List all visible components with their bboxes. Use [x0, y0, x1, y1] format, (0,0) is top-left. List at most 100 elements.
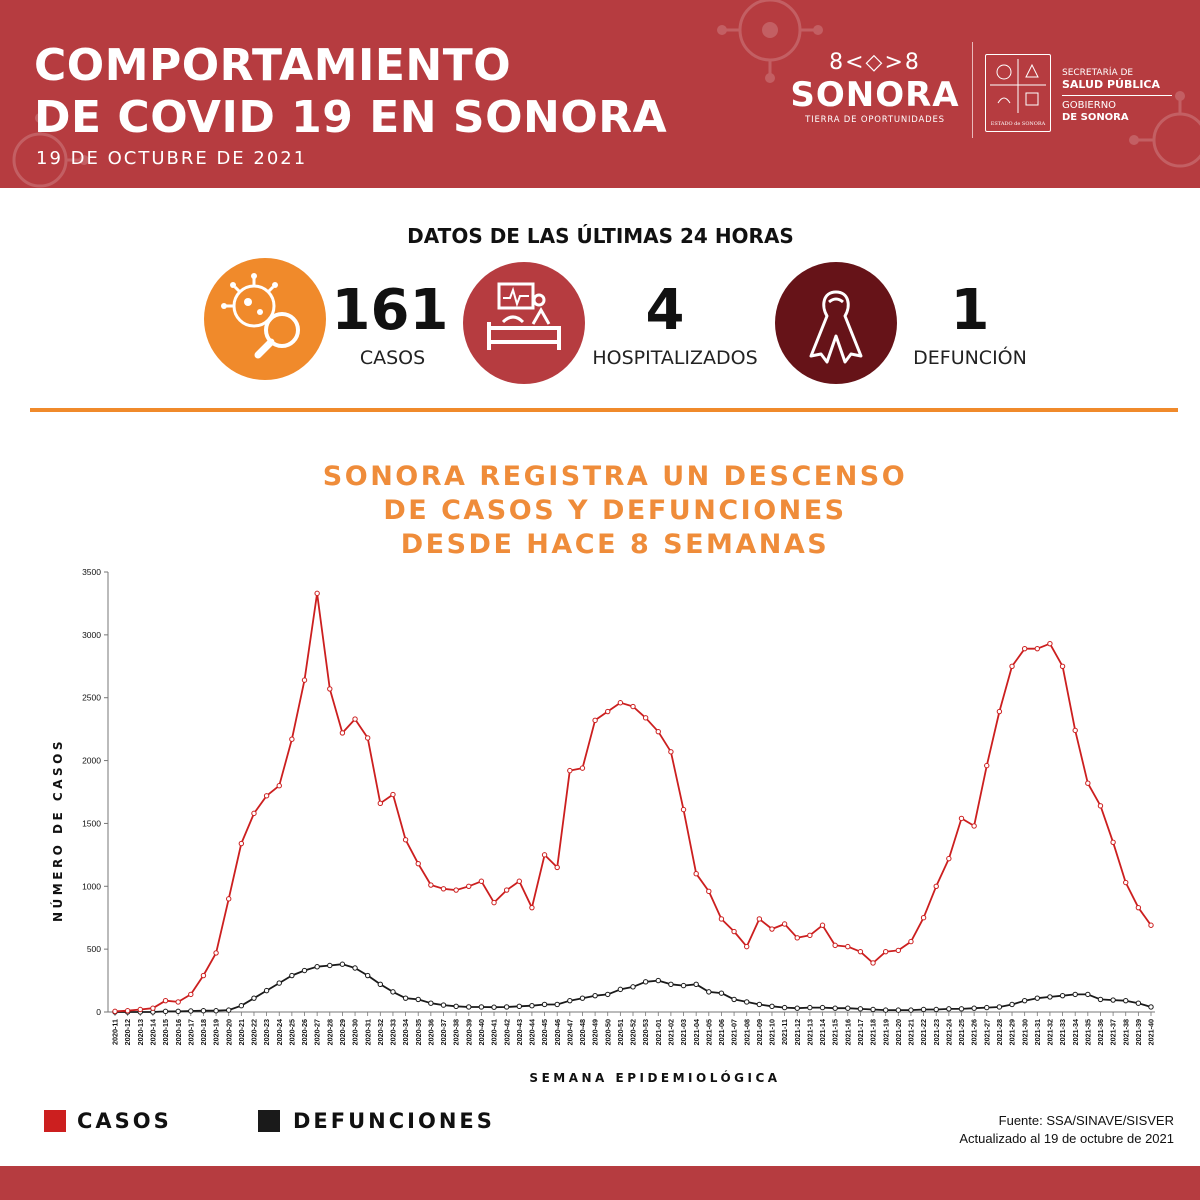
headline-line-3: DESDE HACE 8 SEMANAS: [400, 529, 830, 560]
data-point-defunciones: [466, 1004, 472, 1010]
data-point-casos: [579, 765, 586, 771]
deaths-label: DEFUNCIÓN: [913, 347, 1027, 369]
data-point-defunciones: [744, 999, 750, 1005]
data-point-defunciones: [731, 996, 737, 1003]
data-point-casos: [693, 871, 699, 877]
chart-headline: SONORA REGISTRA UN DESCENSO DE CASOS Y D…: [265, 460, 965, 562]
x-tick-label: 2020-44: [528, 1019, 537, 1045]
data-point-defunciones: [529, 1003, 535, 1009]
data-point-defunciones: [958, 1006, 965, 1012]
x-tick-label: 2021-19: [881, 1019, 890, 1045]
data-point-casos: [503, 887, 510, 893]
data-point-casos: [908, 938, 914, 945]
data-point-casos: [1009, 663, 1015, 669]
x-tick-label: 2021-35: [1083, 1019, 1092, 1045]
y-tick-label: 1000: [82, 881, 101, 891]
data-point-defunciones: [1110, 997, 1116, 1003]
data-point-defunciones: [845, 1005, 851, 1011]
y-tick-label: 2500: [82, 693, 101, 703]
x-tick-label: 2021-21: [907, 1019, 916, 1045]
state-shield-icon: [985, 54, 1051, 132]
data-point-defunciones: [642, 979, 649, 985]
data-point-casos: [137, 1006, 143, 1013]
x-tick-label: 2021-25: [957, 1019, 966, 1045]
data-point-defunciones: [706, 989, 712, 995]
cases-badge: [204, 258, 326, 380]
data-point-defunciones: [807, 1004, 813, 1011]
data-point-defunciones: [781, 1004, 788, 1011]
x-tick-label: 2021-01: [654, 1019, 663, 1045]
data-point-defunciones: [175, 1008, 181, 1015]
data-point-casos: [1110, 839, 1116, 845]
data-point-defunciones: [655, 977, 661, 984]
data-point-casos: [807, 932, 813, 939]
data-point-defunciones: [933, 1006, 939, 1013]
data-point-defunciones: [680, 982, 687, 989]
data-point-defunciones: [289, 972, 295, 979]
x-tick-label: 2020-35: [414, 1019, 423, 1045]
x-tick-label: 2020-20: [224, 1019, 233, 1045]
footer-bar: [0, 1166, 1200, 1200]
legend-label-cases: CASOS: [77, 1109, 172, 1133]
data-point-defunciones: [592, 992, 598, 999]
data-point-casos: [1135, 904, 1142, 911]
data-point-defunciones: [668, 981, 674, 988]
headline-line-2: DE CASOS Y DEFUNCIONES: [383, 495, 847, 526]
source-line-1: Fuente: SSA/SINAVE/SISVER: [998, 1113, 1174, 1128]
shield-caption: ESTADO de SONORA: [990, 121, 1046, 127]
data-point-defunciones: [1009, 1001, 1015, 1008]
x-tick-label: 2020-30: [351, 1019, 360, 1045]
data-point-defunciones: [579, 995, 586, 1001]
data-point-defunciones: [1021, 997, 1028, 1004]
data-point-defunciones: [276, 980, 282, 986]
header-banner: COMPORTAMIENTO DE COVID 19 EN SONORA 19 …: [0, 0, 1200, 188]
data-point-defunciones: [453, 1003, 459, 1010]
x-tick-label: 2021-18: [869, 1019, 878, 1045]
data-point-casos: [491, 899, 497, 906]
data-point-casos: [1047, 640, 1053, 647]
x-tick-label: 2021-13: [805, 1019, 814, 1045]
y-tick-label: 3000: [82, 630, 101, 640]
x-tick-label: 2021-32: [1046, 1019, 1055, 1045]
data-point-casos: [276, 783, 282, 789]
data-point-casos: [642, 715, 649, 721]
data-point-defunciones: [1059, 992, 1066, 999]
data-point-defunciones: [301, 967, 308, 974]
data-point-defunciones: [516, 1003, 522, 1010]
shield-quarters-icon: [990, 59, 1046, 113]
x-tick-label: 2021-27: [982, 1019, 991, 1045]
data-point-casos: [1148, 922, 1154, 928]
x-tick-label: 2021-26: [970, 1019, 979, 1045]
data-point-casos: [756, 916, 763, 922]
data-point-casos: [882, 948, 889, 955]
data-point-defunciones: [693, 981, 699, 988]
data-point-defunciones: [1148, 1004, 1154, 1010]
x-tick-label: 2020-21: [237, 1019, 246, 1045]
data-point-casos: [605, 708, 611, 715]
x-tick-label: 2021-12: [793, 1019, 802, 1045]
data-point-defunciones: [352, 965, 358, 971]
data-point-defunciones: [567, 997, 573, 1004]
data-point-defunciones: [1123, 997, 1129, 1004]
data-point-casos: [428, 882, 434, 888]
data-point-defunciones: [1085, 991, 1091, 998]
x-tick-label: 2021-36: [1096, 1019, 1105, 1045]
data-point-casos: [516, 878, 522, 884]
x-tick-label: 2020-17: [186, 1019, 195, 1045]
data-point-defunciones: [251, 995, 257, 1001]
x-tick-label: 2020-48: [578, 1019, 587, 1045]
x-tick-label: 2021-10: [768, 1019, 777, 1045]
header-divider: [972, 42, 973, 138]
data-point-defunciones: [402, 995, 409, 1001]
data-point-casos: [213, 950, 219, 956]
data-point-defunciones: [946, 1006, 952, 1012]
x-tick-label: 2020-39: [464, 1019, 473, 1045]
x-tick-label: 2020-29: [338, 1019, 347, 1045]
data-point-casos: [301, 677, 308, 683]
data-point-casos: [845, 943, 851, 950]
data-point-casos: [314, 590, 320, 597]
data-point-casos: [402, 837, 409, 843]
x-tick-label: 2021-04: [692, 1019, 701, 1045]
logo-tagline: TIERRA DE OPORTUNIDADES: [805, 115, 945, 125]
x-tick-label: 2020-50: [603, 1019, 612, 1045]
